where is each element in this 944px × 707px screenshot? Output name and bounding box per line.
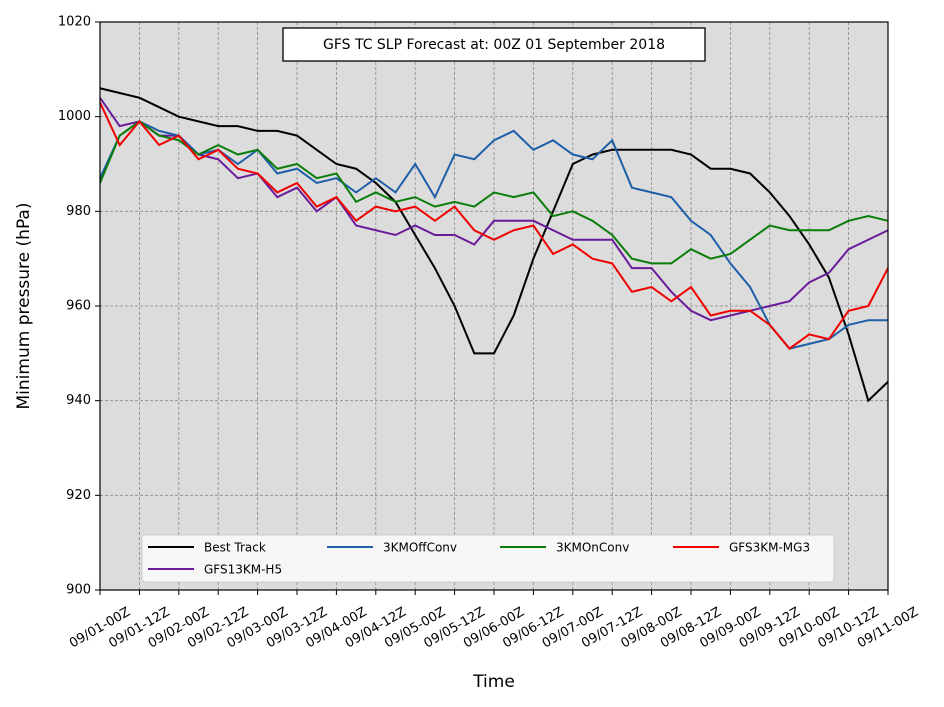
chart-title: GFS TC SLP Forecast at: 00Z 01 September… bbox=[323, 37, 665, 53]
legend-label: Best Track bbox=[204, 541, 266, 555]
legend-label: GFS13KM-H5 bbox=[204, 563, 282, 577]
series-line bbox=[99, 120, 889, 265]
series-line bbox=[99, 87, 889, 403]
legend-label: 3KMOnConv bbox=[556, 541, 629, 555]
y-tick-label: 960 bbox=[66, 299, 91, 314]
y-tick-label: 900 bbox=[66, 583, 91, 598]
legend-label: 3KMOffConv bbox=[383, 541, 457, 555]
x-axis-label: Time bbox=[472, 672, 515, 692]
y-tick-label: 980 bbox=[66, 204, 91, 219]
series-line bbox=[99, 102, 889, 350]
title-box bbox=[282, 27, 706, 62]
y-tick-label: 1000 bbox=[58, 109, 91, 124]
series-line bbox=[99, 97, 889, 322]
y-axis-label: Minimum pressure (hPa) bbox=[14, 203, 34, 410]
y-tick-label: 1020 bbox=[58, 15, 91, 30]
legend-label: GFS3KM-MG3 bbox=[729, 541, 810, 555]
legend bbox=[141, 534, 835, 583]
y-tick-label: 940 bbox=[66, 393, 91, 408]
series-line bbox=[99, 120, 888, 350]
y-tick-label: 920 bbox=[66, 488, 91, 503]
